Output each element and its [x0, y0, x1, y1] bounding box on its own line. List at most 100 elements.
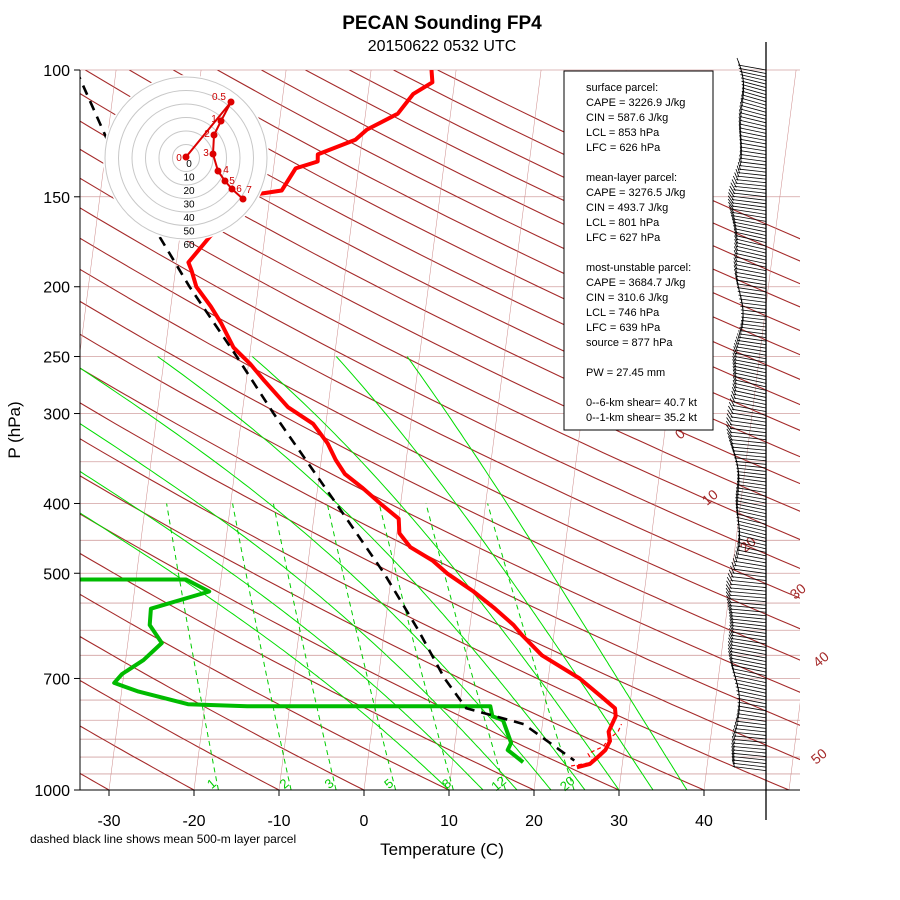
- wind-barb-flag: [728, 189, 735, 198]
- wind-barb-flag: [735, 339, 739, 349]
- wind-barb: [737, 530, 767, 539]
- wind-barb-flag: [735, 550, 739, 559]
- wind-barb: [739, 115, 767, 124]
- wind-barb-flag: [739, 109, 742, 118]
- wind-barb: [735, 245, 767, 254]
- stats-line: [586, 352, 589, 364]
- wind-barb: [736, 690, 767, 698]
- wind-barb-flag: [737, 161, 741, 171]
- wind-barb: [730, 439, 767, 444]
- wind-barb: [739, 134, 767, 141]
- hodograph-point: [239, 195, 247, 203]
- hodograph-point-label: 3: [203, 148, 209, 159]
- wind-barb: [737, 484, 767, 490]
- wind-barb: [730, 420, 767, 427]
- stats-line: LFC = 626 hPa: [586, 142, 661, 154]
- wind-barb: [739, 157, 767, 162]
- wind-barb: [732, 762, 767, 768]
- stats-line: LCL = 801 hPa: [586, 217, 660, 229]
- wind-barb-flag: [731, 756, 736, 765]
- wind-barb: [737, 701, 767, 708]
- y-tick-label: 150: [43, 190, 70, 207]
- wind-barb-flag: [733, 249, 738, 259]
- wind-barb: [731, 202, 767, 208]
- wind-barb-flag: [726, 417, 733, 426]
- wind-barb: [734, 228, 767, 236]
- wind-barb: [737, 287, 767, 293]
- wind-barb-flag: [742, 84, 745, 93]
- wind-barb-flag: [728, 405, 734, 415]
- wind-barb: [737, 290, 767, 296]
- wind-barb: [733, 397, 767, 405]
- wind-barb-flag: [738, 706, 740, 715]
- wind-barb: [736, 520, 767, 529]
- hodograph-ring-label: 40: [183, 213, 195, 224]
- wind-barb: [736, 493, 767, 500]
- wind-barb: [737, 172, 767, 177]
- wind-barb: [731, 412, 767, 419]
- wind-barb: [732, 749, 767, 754]
- x-tick-label: 10: [440, 813, 458, 830]
- wind-barb-flag: [728, 634, 734, 643]
- wind-barb-flag: [736, 487, 739, 496]
- wind-barb-flag: [726, 428, 733, 438]
- wind-barb: [737, 545, 767, 553]
- wind-barb: [735, 464, 767, 469]
- wind-barb-flag: [738, 124, 742, 133]
- wind-barb: [731, 446, 767, 451]
- wind-barb-flag: [734, 235, 739, 244]
- wind-barb: [732, 671, 767, 680]
- wind-barb-flag: [727, 573, 733, 582]
- wind-barb: [729, 587, 767, 592]
- wind-barb: [734, 376, 767, 384]
- wind-barb: [730, 654, 767, 662]
- wind-barb: [730, 615, 767, 620]
- wind-barb-flag: [737, 474, 740, 483]
- wind-barb: [731, 668, 767, 676]
- wind-barb: [739, 146, 767, 152]
- wind-barb: [733, 393, 767, 402]
- wind-barb-flag: [738, 158, 742, 167]
- wind-barb-flag: [732, 349, 737, 358]
- wind-barb: [735, 557, 767, 564]
- wind-barb: [740, 309, 767, 314]
- wind-barb: [735, 242, 767, 250]
- wind-barb: [741, 87, 767, 96]
- wind-barb: [740, 104, 767, 113]
- wind-barb: [730, 580, 767, 585]
- hodograph-ring: [145, 117, 227, 199]
- wind-barb-flag: [735, 276, 739, 285]
- wind-barb-flag: [727, 605, 733, 614]
- wind-barb-flag: [731, 218, 737, 227]
- wind-barb-flag: [741, 94, 744, 103]
- dry-adiabat-line: [80, 402, 800, 761]
- wind-barb-flag: [731, 179, 737, 188]
- stats-line: LCL = 746 hPa: [586, 307, 660, 319]
- wind-barb-flag: [732, 359, 737, 368]
- wind-barb-flag: [736, 336, 740, 345]
- wind-barb-flag: [736, 483, 740, 493]
- wind-barb-flag: [728, 631, 734, 640]
- wind-barb: [735, 260, 767, 268]
- hodograph-ring: [172, 144, 200, 172]
- wind-barb-flag: [728, 401, 735, 411]
- wind-barb: [735, 506, 767, 515]
- wind-barb-flag: [735, 717, 738, 726]
- wind-barb: [736, 694, 767, 701]
- wind-barb: [729, 427, 767, 434]
- wind-barb: [729, 591, 767, 596]
- wind-barb: [732, 742, 767, 747]
- wind-barb: [739, 123, 767, 131]
- wind-barb-flag: [732, 383, 737, 392]
- wind-barb: [739, 119, 767, 127]
- wind-barb-flag: [729, 657, 734, 667]
- hodograph-point-label: 5: [229, 176, 235, 187]
- moist-adiabat-line: [335, 356, 654, 790]
- wind-barb-flag: [732, 372, 737, 382]
- stats-line: 0--6-km shear= 40.7 kt: [586, 397, 697, 409]
- wind-barb: [736, 516, 767, 525]
- dry-adiabat-line: [80, 475, 705, 790]
- wind-barb: [731, 408, 767, 416]
- wind-barb-flag: [729, 398, 735, 407]
- y-tick-label: 700: [43, 671, 70, 688]
